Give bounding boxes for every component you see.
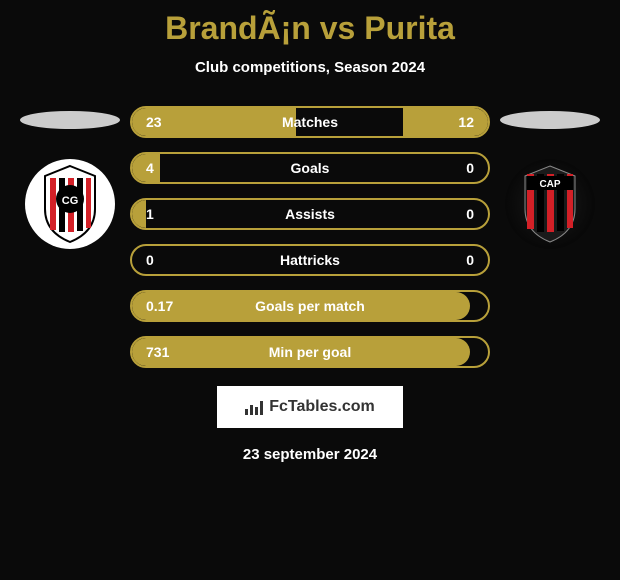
- main-container: BrandÃ¡n vs Purita Club competitions, Se…: [0, 0, 620, 580]
- stat-value-right: 0: [466, 206, 474, 222]
- stat-row-matches: 23 Matches 12: [130, 106, 490, 138]
- date-text: 23 september 2024: [243, 446, 377, 463]
- stat-row-gpm: 0.17 Goals per match: [130, 290, 490, 322]
- stat-row-mpg: 731 Min per goal: [130, 336, 490, 368]
- stat-label: Hattricks: [132, 252, 488, 268]
- stat-label: Min per goal: [132, 344, 488, 360]
- stats-column: 23 Matches 12 4 Goals 0 1 Assists 0 0 Ha…: [130, 106, 490, 368]
- fctables-label: FcTables.com: [269, 398, 375, 416]
- main-area: CG 23 Matches 12 4 Goals 0 1 Assists: [0, 106, 620, 368]
- left-team-shield: CG: [25, 159, 115, 249]
- fctables-chart-icon: [245, 399, 263, 415]
- right-shield-svg: CAP: [515, 164, 585, 244]
- svg-text:CG: CG: [62, 195, 79, 207]
- right-oval-shadow: [500, 111, 600, 129]
- stat-label: Goals: [132, 160, 488, 176]
- fctables-badge[interactable]: FcTables.com: [217, 386, 403, 428]
- stat-value-right: 0: [466, 252, 474, 268]
- page-subtitle: Club competitions, Season 2024: [195, 59, 425, 76]
- stat-label: Matches: [132, 114, 488, 130]
- stat-row-goals: 4 Goals 0: [130, 152, 490, 184]
- stat-row-hattricks: 0 Hattricks 0: [130, 244, 490, 276]
- right-team-shield: CAP: [505, 159, 595, 249]
- left-player-column: CG: [10, 106, 130, 249]
- page-title: BrandÃ¡n vs Purita: [165, 10, 455, 47]
- stat-label: Goals per match: [132, 298, 488, 314]
- stat-row-assists: 1 Assists 0: [130, 198, 490, 230]
- svg-text:CAP: CAP: [539, 179, 560, 190]
- left-oval-shadow: [20, 111, 120, 129]
- stat-label: Assists: [132, 206, 488, 222]
- stat-value-right: 0: [466, 160, 474, 176]
- stat-value-right: 12: [458, 114, 474, 130]
- right-player-column: CAP: [490, 106, 610, 249]
- left-shield-svg: CG: [35, 164, 105, 244]
